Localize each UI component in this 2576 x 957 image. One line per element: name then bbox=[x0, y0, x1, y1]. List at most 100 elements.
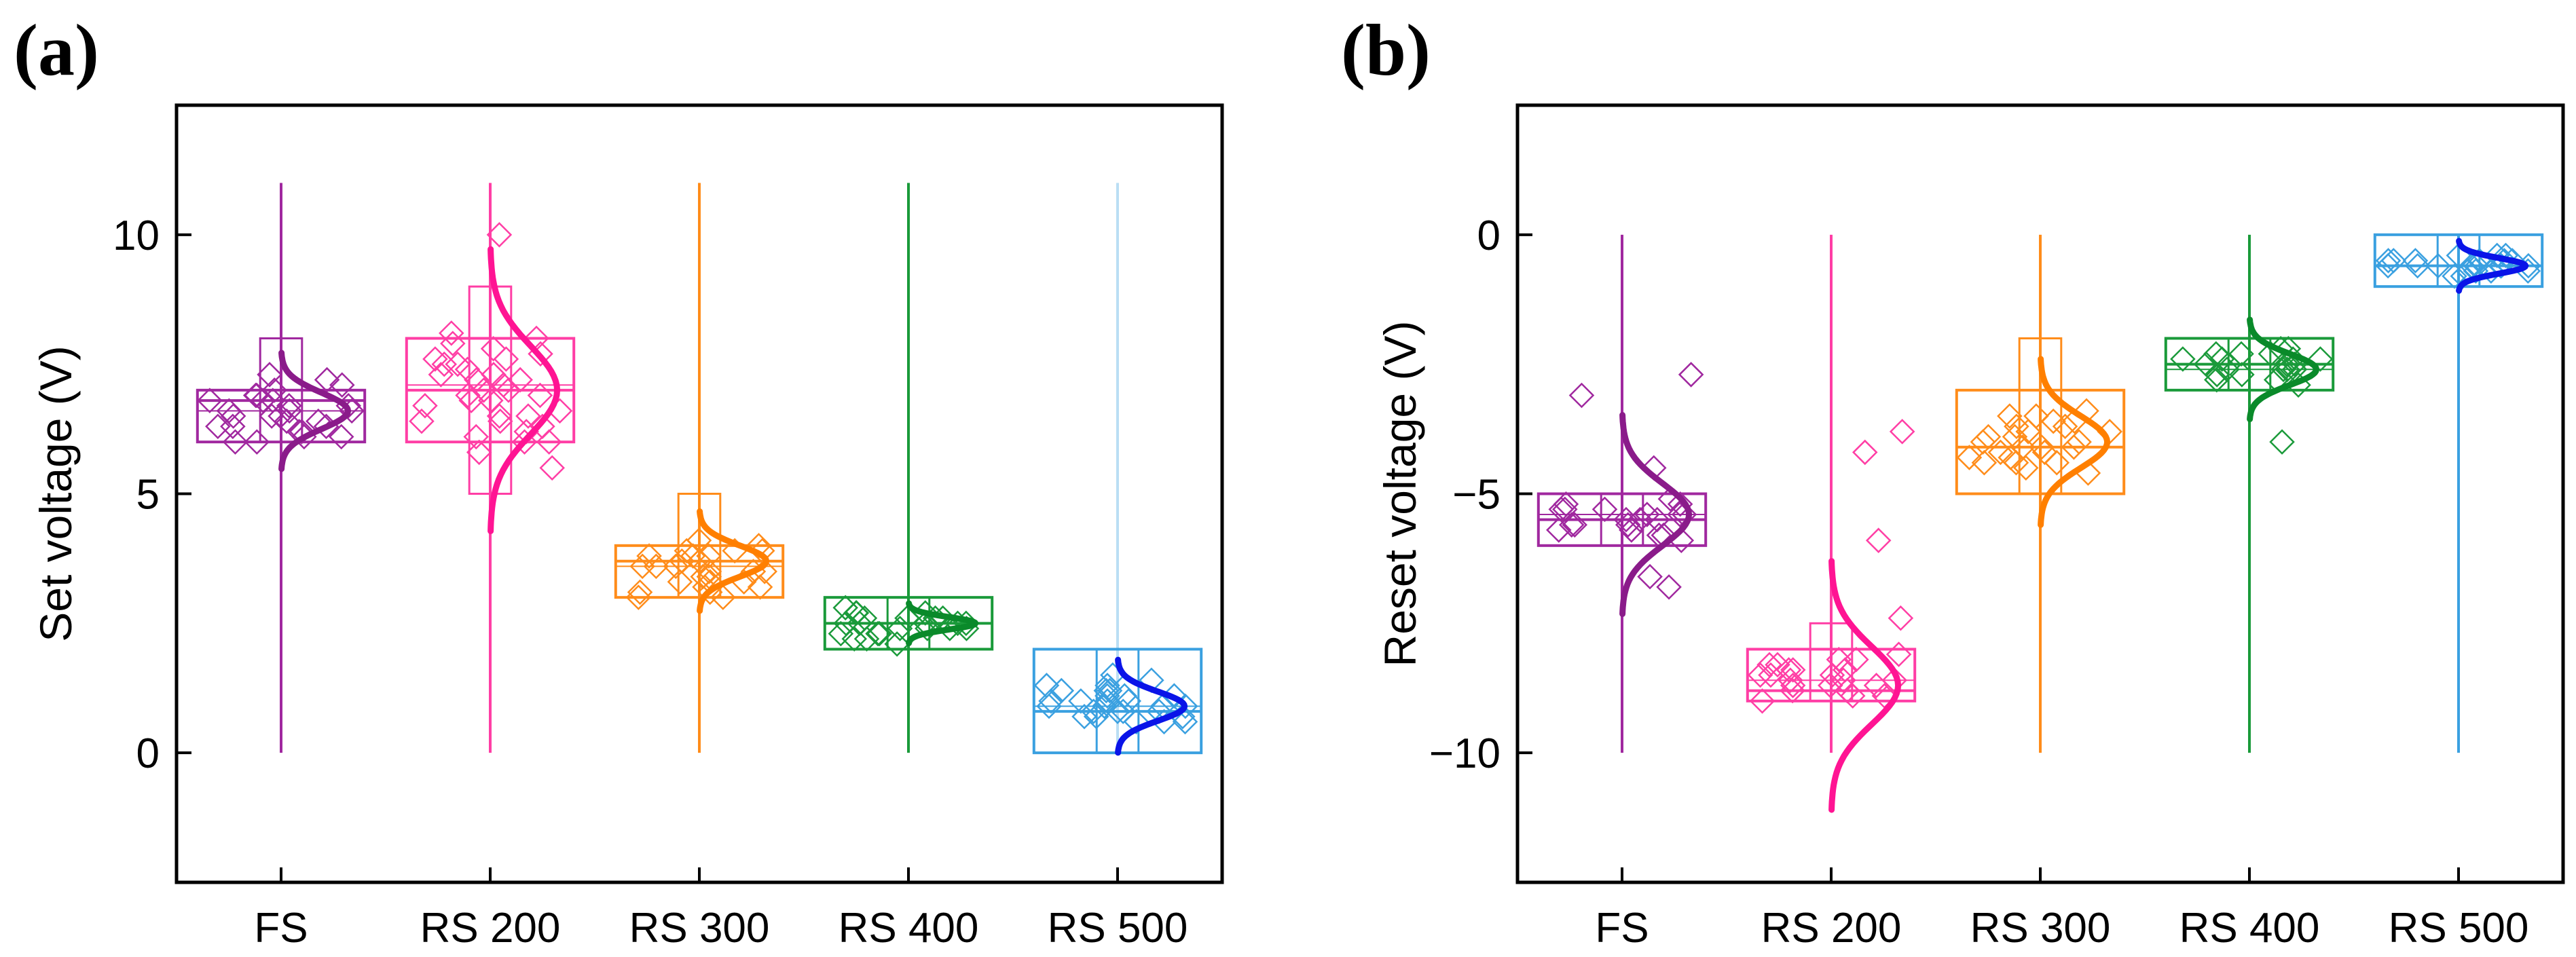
x-tick-label: RS 400 bbox=[839, 905, 979, 952]
data-point bbox=[527, 382, 553, 409]
data-point bbox=[422, 346, 448, 372]
data-point bbox=[1048, 677, 1075, 704]
normal-fit-curve bbox=[278, 350, 352, 472]
normal-fit-curve bbox=[1115, 656, 1188, 756]
data-point bbox=[276, 398, 303, 424]
box bbox=[196, 388, 367, 444]
data-point bbox=[1758, 662, 1784, 688]
data-point bbox=[539, 455, 565, 481]
data-point bbox=[2270, 356, 2296, 383]
plot-frame bbox=[174, 103, 1224, 884]
data-point bbox=[2193, 351, 2220, 377]
data-point bbox=[2052, 413, 2078, 440]
data-point bbox=[1839, 683, 1866, 709]
data-point bbox=[1775, 657, 1802, 683]
data-point bbox=[2269, 429, 2295, 455]
normal-fit-curve bbox=[487, 246, 561, 534]
data-point bbox=[466, 439, 492, 466]
data-point bbox=[667, 569, 693, 595]
x-tick-label: RS 300 bbox=[629, 905, 770, 952]
data-point bbox=[480, 335, 507, 362]
data-point bbox=[536, 429, 562, 455]
data-point bbox=[1987, 439, 2014, 466]
y-axis-title: Set voltage (V) bbox=[31, 345, 81, 642]
data-point bbox=[1091, 693, 1118, 719]
data-point bbox=[866, 620, 892, 647]
series-rs-400: RS 400 bbox=[823, 183, 994, 952]
y-tick-label: 0 bbox=[136, 730, 160, 777]
data-point bbox=[409, 408, 435, 434]
series-rs-200: RS 200 bbox=[405, 183, 576, 952]
data-point bbox=[1111, 683, 1138, 709]
x-tick-label: RS 500 bbox=[2389, 905, 2529, 952]
data-point bbox=[1613, 506, 1639, 533]
data-point bbox=[244, 429, 270, 455]
series-rs-200: RS 200 bbox=[1746, 234, 1917, 952]
series-fs: FS bbox=[1537, 234, 1708, 952]
data-point bbox=[454, 356, 481, 383]
data-point bbox=[2023, 403, 2049, 429]
panel-label: (b) bbox=[1341, 10, 1431, 91]
data-point bbox=[1971, 449, 1998, 476]
data-point bbox=[2463, 258, 2489, 284]
data-point bbox=[2228, 341, 2254, 367]
data-point bbox=[2274, 351, 2300, 377]
data-point bbox=[2029, 434, 2055, 460]
data-point bbox=[1780, 657, 1806, 683]
data-point bbox=[1591, 496, 1618, 523]
data-point bbox=[1627, 506, 1653, 533]
box bbox=[1746, 648, 1917, 702]
normal-fit-curve bbox=[1619, 412, 1693, 618]
normal-fit-curve bbox=[906, 600, 979, 647]
data-point bbox=[669, 548, 695, 574]
data-point bbox=[2013, 455, 2039, 481]
series-rs-400: RS 400 bbox=[2164, 234, 2335, 952]
data-point bbox=[220, 413, 246, 440]
data-point bbox=[2004, 413, 2029, 440]
data-point bbox=[1068, 688, 1094, 714]
data-point bbox=[487, 408, 513, 434]
data-point bbox=[274, 408, 300, 434]
data-point bbox=[1678, 362, 1704, 388]
data-point bbox=[2442, 263, 2467, 289]
data-point bbox=[1634, 502, 1660, 527]
data-point bbox=[2425, 252, 2451, 279]
data-point bbox=[2031, 439, 2058, 466]
data-point bbox=[1749, 688, 1775, 714]
x-tick-label: RS 200 bbox=[1761, 905, 1902, 952]
data-point bbox=[851, 605, 878, 631]
data-point bbox=[1123, 709, 1149, 735]
data-point bbox=[2204, 367, 2230, 393]
data-point bbox=[2484, 242, 2510, 269]
chart-panel-b: (b) Reset voltage (V) −10 −5 0 FS RS 200 RS 300… bbox=[1341, 10, 2565, 952]
data-point bbox=[486, 222, 513, 248]
data-point bbox=[478, 388, 504, 413]
series-rs-500: RS 500 bbox=[2373, 233, 2544, 952]
data-point bbox=[2044, 449, 2070, 476]
data-point bbox=[1656, 574, 1682, 600]
data-point bbox=[329, 372, 355, 398]
y-tick-label: 5 bbox=[136, 472, 160, 519]
plot-frame bbox=[1515, 103, 2565, 884]
data-point bbox=[458, 388, 484, 413]
data-point bbox=[2003, 449, 2029, 476]
series-rs-300: RS 300 bbox=[614, 183, 785, 952]
data-point bbox=[828, 620, 854, 647]
data-point bbox=[257, 362, 282, 388]
normal-fit-curve bbox=[2456, 238, 2529, 294]
data-point bbox=[2380, 248, 2407, 274]
data-point bbox=[1116, 688, 1142, 714]
data-point bbox=[1819, 662, 1845, 688]
data-point bbox=[686, 527, 712, 553]
y-tick-label: 10 bbox=[113, 212, 160, 259]
data-point bbox=[2170, 346, 2196, 372]
normal-fit-curve bbox=[697, 508, 770, 614]
normal-fit-curve bbox=[1828, 558, 1902, 813]
data-point bbox=[690, 563, 716, 590]
box bbox=[1955, 388, 2126, 495]
data-point bbox=[627, 579, 653, 605]
x-tick-label: RS 500 bbox=[1048, 905, 1188, 952]
data-point bbox=[1843, 646, 1869, 673]
y-tick-label: −5 bbox=[1452, 472, 1501, 519]
y-axis-title: Reset voltage (V) bbox=[1375, 321, 1425, 667]
